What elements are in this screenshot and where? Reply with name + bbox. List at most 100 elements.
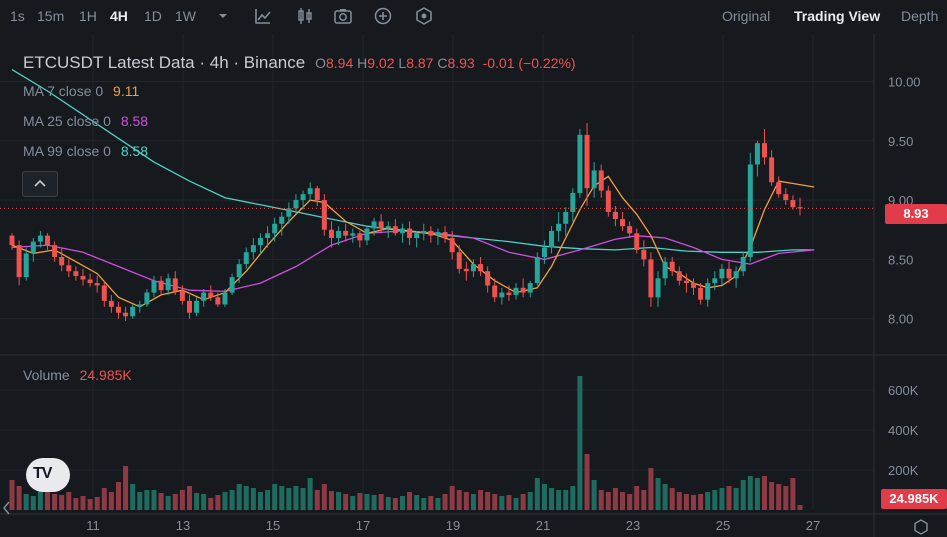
candle-body (215, 297, 221, 305)
last-volume-tag: 24.985K (881, 489, 947, 509)
view-trading-view[interactable]: Trading View (794, 8, 881, 24)
close-key: C (437, 55, 448, 71)
volume-bar (236, 484, 242, 510)
price-tick-label: 8.50 (888, 252, 913, 267)
candle-body (449, 238, 455, 253)
candle-body (399, 228, 405, 234)
candle-body (66, 265, 72, 272)
candle-body (421, 230, 427, 234)
volume-bar (435, 498, 441, 510)
volume-bar (754, 478, 760, 510)
view-depth[interactable]: Depth (901, 8, 939, 24)
timeframe-1s[interactable]: 1s (10, 8, 25, 24)
volume-bar (272, 484, 278, 510)
candle-body (776, 182, 782, 195)
volume-bar (279, 486, 285, 510)
timeframe-1h[interactable]: 1H (79, 8, 97, 24)
chevron-down-icon[interactable] (213, 6, 233, 26)
volume-bar (250, 488, 256, 510)
ma99-value: 8.58 (120, 143, 149, 159)
open-value: 8.94 (325, 55, 354, 71)
volume-bar (662, 484, 668, 510)
volume-bar (762, 476, 768, 510)
candle-type-icon[interactable] (295, 6, 315, 26)
open-key: O (315, 55, 326, 71)
candle-body (620, 219, 626, 227)
time-tick-label: 13 (176, 518, 190, 533)
timeframe-4h[interactable]: 4H (110, 8, 128, 24)
candle-body (442, 232, 448, 239)
volume-bar (428, 496, 434, 510)
legend-collapse-button[interactable] (22, 171, 58, 197)
volume-bar (392, 498, 398, 510)
axis-settings-icon[interactable] (914, 519, 928, 535)
volume-bar (66, 492, 72, 510)
high-key: H (357, 55, 368, 71)
candle-body (662, 261, 668, 279)
volume-bar (414, 495, 420, 510)
volume-bar (520, 494, 526, 510)
candle-body (612, 211, 618, 220)
candle-body (307, 188, 313, 195)
timeframe-1d[interactable]: 1D (144, 8, 162, 24)
volume-bar (492, 494, 498, 510)
volume-bar (286, 488, 292, 510)
time-tick-label: 17 (356, 518, 370, 533)
timeframe-15m[interactable]: 15m (37, 8, 65, 24)
volume-tick-label: 200K (888, 463, 919, 478)
candle-body (165, 278, 171, 291)
candle-body (733, 271, 739, 279)
volume-bar (328, 491, 334, 510)
last-price-tag: 8.93 (885, 204, 947, 224)
volume-bar (627, 494, 633, 510)
volume-bar (265, 490, 271, 510)
ma99-legend: MA 99 close 0 8.58 (23, 143, 148, 159)
candle-body (364, 228, 370, 241)
candle-body (414, 233, 420, 239)
time-tick-label: 21 (536, 518, 550, 533)
candle-body (762, 143, 768, 158)
volume-bar (776, 484, 782, 510)
candle-body (101, 285, 107, 301)
ma25-legend: MA 25 close 0 8.58 (23, 113, 148, 129)
chevron-up-icon (34, 179, 46, 187)
candle-body (16, 245, 22, 278)
volume-bar (541, 484, 547, 510)
volume-bar (186, 486, 192, 510)
indicator-icon[interactable] (253, 6, 273, 26)
plus-circle-icon[interactable] (373, 6, 393, 26)
candle-body (726, 268, 732, 279)
volume-bar (641, 490, 647, 510)
candle-body (407, 228, 413, 239)
timeframe-1w[interactable]: 1W (175, 8, 196, 24)
view-original[interactable]: Original (722, 8, 771, 24)
ma7-value: 9.11 (113, 83, 140, 99)
volume-bar (549, 488, 555, 510)
volume-bar (456, 490, 462, 510)
volume-bar (87, 499, 93, 510)
volume-bar (108, 492, 114, 510)
volume-bar (336, 492, 342, 510)
volume-bar (527, 492, 533, 510)
candle-body (321, 200, 327, 230)
volume-bar (598, 490, 604, 510)
volume-bar (726, 486, 732, 510)
volume-bar (683, 494, 689, 510)
candle-body (80, 275, 86, 280)
candle-body (669, 261, 675, 272)
candle-body (371, 221, 377, 229)
volume-bar (399, 496, 405, 510)
settings-hex-icon[interactable] (414, 6, 434, 26)
candle-body (541, 247, 547, 257)
price-tick-label: 9.50 (888, 134, 913, 149)
volume-bar (215, 495, 221, 510)
camera-icon[interactable] (333, 6, 353, 26)
candle-body (392, 226, 398, 234)
candle-body (534, 256, 540, 284)
scroll-left-icon[interactable] (3, 501, 10, 515)
candle-body (797, 207, 803, 209)
volume-bar (144, 490, 150, 510)
candle-body (123, 312, 129, 317)
candle-body (676, 271, 682, 281)
